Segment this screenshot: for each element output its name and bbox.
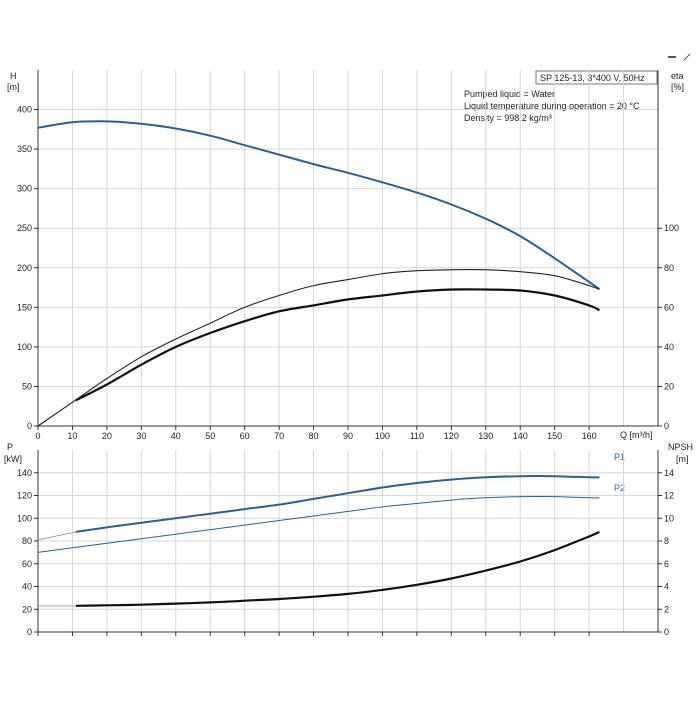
power-axis-unit: [kW] [4,454,22,464]
x-tick-label: 60 [240,431,250,441]
left-tick-label: 120 [17,491,32,501]
x-tick-label: 70 [274,431,284,441]
x-tick-label: 10 [67,431,77,441]
series-label-p1: P1 [614,452,625,462]
left-tick-label: 80 [22,536,32,546]
npsh-axis-label: NPSH [668,442,693,452]
info-line-density: Density = 998.2 kg/m³ [464,113,552,123]
x-tick-label: 90 [343,431,353,441]
curve-eta-thick [75,288,600,402]
x-tick-label: 80 [309,431,319,441]
left-tick-label: 0 [27,627,32,637]
x-tick-label: 20 [102,431,112,441]
right-tick-label: 40 [664,342,674,352]
right-tick-label: 2 [664,604,669,614]
curve-p1 [75,475,600,533]
left-tick-label: 0 [27,421,32,431]
right-tick-label: 100 [664,223,679,233]
x-tick-label: 150 [547,431,562,441]
flow-axis-label: Q [m³/h] [620,430,653,440]
x-tick-label: 40 [171,431,181,441]
curve-npsh [75,530,600,607]
right-tick-label: 8 [664,536,669,546]
curve-head [37,120,600,290]
x-tick-label: 130 [478,431,493,441]
p1-lead-in [37,531,76,541]
left-tick-label: 350 [17,144,32,154]
right-tick-label: 6 [664,559,669,569]
left-tick-label: 140 [17,468,32,478]
left-tick-label: 150 [17,302,32,312]
left-tick-label: 60 [22,559,32,569]
right-tick-label: 20 [664,381,674,391]
corner-mark [668,53,691,61]
info-box: SP 125-13, 3*400 V, 50Hz Pumped liquid =… [464,70,658,123]
eta-axis-unit: [%] [671,82,684,92]
right-tick-label: 60 [664,302,674,312]
info-title: SP 125-13, 3*400 V, 50Hz [540,73,645,83]
grid-layer [38,70,658,632]
x-tick-label: 100 [375,431,390,441]
left-tick-label: 300 [17,184,32,194]
info-line-temperature: Liquid temperature during operation = 20… [464,101,640,111]
x-tick-label: 120 [444,431,459,441]
left-tick-label: 40 [22,582,32,592]
x-tick-label: 0 [35,431,40,441]
left-tick-label: 400 [17,105,32,115]
curve-eta-thin [37,269,600,427]
left-tick-label: 200 [17,263,32,273]
x-tick-label: 160 [582,431,597,441]
x-tick-label: 50 [205,431,215,441]
power-axis-label: P [7,442,13,452]
x-tick-label: 110 [410,431,424,441]
right-tick-label: 80 [664,263,674,273]
info-line-liquid: Pumped liquid = Water [464,89,555,99]
x-tick-label: 30 [136,431,146,441]
series-label-p2: P2 [614,483,625,493]
curve-p2 [37,495,600,553]
right-tick-label: 14 [664,468,674,478]
left-tick-label: 100 [17,342,32,352]
left-tick-label: 100 [17,513,32,523]
eta-axis-label: eta [671,71,684,81]
left-tick-label: 50 [22,381,32,391]
npsh-axis-unit: [m] [676,454,689,464]
right-tick-label: 4 [664,582,669,592]
right-tick-label: 0 [664,627,669,637]
right-tick-label: 12 [664,491,674,501]
right-tick-label: 0 [664,421,669,431]
left-tick-label: 250 [17,223,32,233]
left-tick-label: 20 [22,604,32,614]
info-title-frame [535,70,658,85]
x-tick-label: 140 [513,431,528,441]
right-tick-label: 10 [664,513,674,523]
curves-layer [37,120,600,607]
head-axis-unit: [m] [7,82,20,92]
head-axis-label: H [10,71,17,81]
